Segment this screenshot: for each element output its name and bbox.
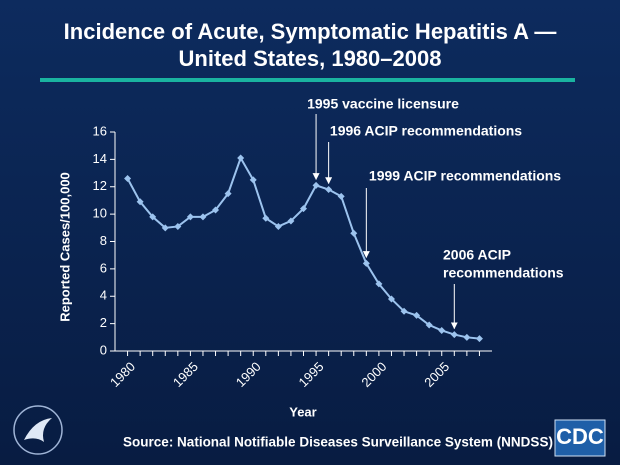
marker — [274, 222, 282, 230]
title-rule — [40, 78, 575, 82]
marker — [199, 213, 207, 221]
y-tick-label: 14 — [93, 151, 107, 166]
annotation: 1996 ACIP recommendations — [330, 123, 522, 139]
marker — [224, 190, 232, 198]
marker — [174, 222, 182, 230]
y-tick-label: 12 — [93, 178, 107, 193]
marker — [124, 175, 132, 183]
y-tick-label: 16 — [93, 123, 107, 138]
marker — [387, 295, 395, 303]
cdc-logo-text: CDC — [556, 424, 604, 449]
marker — [425, 321, 433, 329]
y-tick-label: 6 — [100, 260, 107, 275]
annotation: 1995 vaccine licensure — [307, 96, 459, 112]
marker — [249, 176, 257, 184]
y-tick-label: 8 — [100, 233, 107, 248]
marker — [262, 214, 270, 222]
x-axis-title: Year — [289, 404, 316, 419]
annotation: 1999 ACIP recommendations — [369, 168, 561, 184]
marker — [375, 280, 383, 288]
marker — [400, 307, 408, 315]
marker — [161, 224, 169, 232]
marker — [237, 154, 245, 162]
marker — [362, 259, 370, 267]
hhs-logo — [13, 405, 63, 455]
marker — [212, 206, 220, 214]
annotation: 2006 ACIP — [443, 247, 511, 263]
marker — [300, 205, 307, 213]
chart-title: United States, 1980–2008 — [179, 46, 442, 71]
cdc-logo — [554, 419, 606, 457]
marker — [149, 213, 157, 221]
marker — [438, 326, 446, 334]
marker — [463, 333, 471, 341]
marker — [450, 331, 458, 339]
marker — [475, 335, 483, 343]
y-tick-label: 4 — [100, 288, 107, 303]
y-axis-title: Reported Cases/100,000 — [57, 172, 72, 322]
y-tick-label: 0 — [100, 342, 107, 357]
y-tick-label: 2 — [100, 315, 107, 330]
source: Source: National Notifiable Diseases Sur… — [123, 435, 553, 450]
marker — [186, 213, 194, 221]
marker — [136, 198, 144, 206]
marker — [337, 192, 345, 200]
marker — [312, 181, 320, 189]
annotation: recommendations — [443, 265, 564, 281]
marker — [325, 185, 333, 193]
y-tick-label: 10 — [93, 206, 107, 221]
chart-title: Incidence of Acute, Symptomatic Hepatiti… — [64, 19, 557, 44]
marker — [413, 311, 421, 319]
marker — [350, 229, 358, 237]
marker — [287, 217, 295, 225]
